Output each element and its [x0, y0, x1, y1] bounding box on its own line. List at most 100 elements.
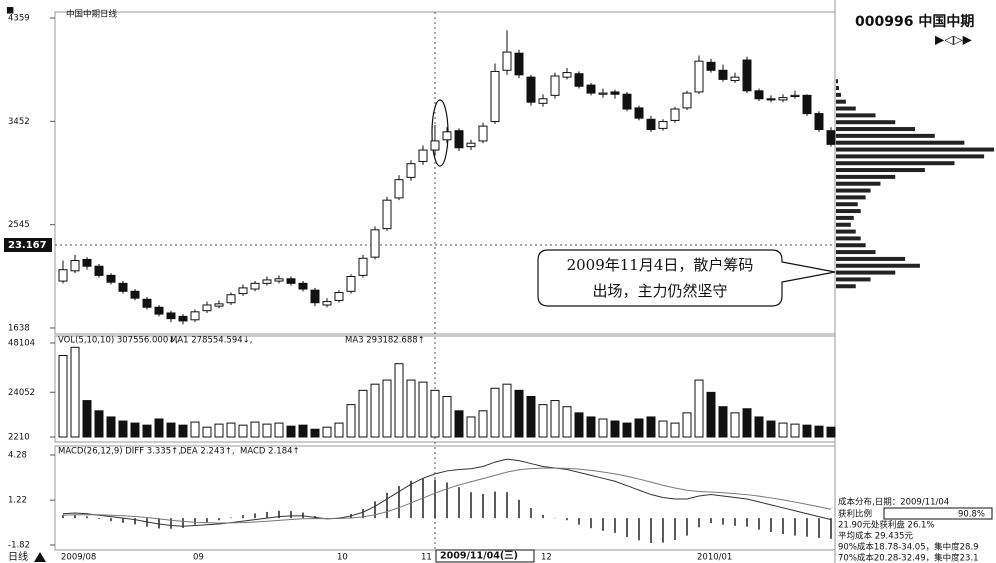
chip-bar — [836, 181, 881, 186]
candle-body — [670, 108, 680, 121]
candle-body — [490, 70, 500, 123]
volume-bar — [190, 421, 200, 438]
chip-bar — [836, 113, 876, 118]
candle-body — [526, 76, 536, 103]
y-tick-label: 2210 — [8, 433, 30, 443]
candle-body — [706, 61, 716, 71]
volume-bar — [502, 383, 512, 438]
x-tick-label: 11 — [421, 553, 432, 563]
annotation-line: 出场，主力仍然坚守 — [592, 282, 727, 300]
candle-body — [694, 60, 704, 93]
volume-bar — [82, 400, 92, 438]
candle-body — [550, 75, 560, 96]
y-tick-label: 1638 — [8, 324, 30, 334]
volume-legend: MA3 293182.688↑ — [345, 336, 425, 346]
chip-bar — [836, 188, 871, 193]
volume-bar — [490, 387, 500, 438]
candle-body — [730, 76, 740, 82]
candle-body — [562, 72, 572, 78]
candle-body — [574, 73, 584, 87]
volume-bar — [790, 423, 800, 438]
dea-line — [62, 467, 832, 524]
volume-bar — [754, 416, 764, 438]
volume-bar — [406, 379, 416, 438]
candle-body — [214, 303, 224, 307]
candle-body — [538, 98, 548, 104]
period-arrow[interactable] — [34, 552, 46, 562]
chart-title: 中国中期日线 — [66, 9, 118, 20]
candle-body — [58, 269, 68, 282]
cursor-date: 2009/11/04(三) — [440, 551, 518, 562]
chip-bar — [836, 174, 896, 179]
volume-bar — [214, 423, 224, 438]
chip-bar — [836, 92, 841, 97]
volume-bar — [118, 420, 128, 438]
candle-body — [442, 131, 452, 141]
candle-body — [238, 287, 248, 295]
candle-body — [514, 52, 524, 76]
volume-bar — [658, 420, 668, 438]
volume-bar — [286, 425, 296, 438]
volume-bar — [802, 424, 812, 438]
volume-bar — [322, 426, 332, 438]
candle-body — [262, 279, 272, 284]
period-label[interactable]: 日线 — [8, 550, 28, 563]
volume-bar — [466, 416, 476, 438]
candle-body — [178, 315, 188, 322]
volume-bar — [430, 389, 440, 438]
volume-bar — [70, 346, 80, 438]
volume-bar — [694, 379, 704, 438]
x-tick-label: 12 — [541, 553, 552, 563]
y-tick-label: 24052 — [8, 388, 35, 398]
candle-body — [826, 130, 836, 145]
volume-bar — [262, 423, 272, 438]
profit-ratio: 90.8% — [958, 510, 985, 520]
candle-body — [370, 229, 380, 258]
cost-title: 成本分布,日期：2009/11/04 — [838, 497, 949, 508]
chip-bar — [836, 215, 854, 220]
toolbar-icons[interactable]: ▶◁▷▶ — [935, 33, 973, 47]
chip-bar — [836, 147, 994, 152]
candle-body — [418, 149, 428, 162]
volume-bar — [514, 389, 524, 438]
candle-body — [202, 304, 212, 312]
y-tick-label: 2545 — [8, 220, 30, 230]
candle-body — [322, 301, 332, 306]
candle-body — [454, 130, 464, 149]
candle-body — [466, 142, 476, 148]
candle-body — [154, 306, 164, 315]
candle-body — [190, 311, 200, 321]
macd-legend: MACD 2.184↑ — [240, 447, 300, 457]
volume-bar — [682, 412, 692, 438]
candle-body — [802, 94, 812, 115]
candle-body — [226, 294, 236, 304]
candle-body — [598, 92, 608, 95]
volume-bar — [550, 400, 560, 438]
volume-bar — [418, 381, 428, 438]
volume-bar — [814, 425, 824, 438]
volume-bar — [670, 422, 680, 438]
candle-body — [70, 260, 80, 272]
y-tick-label: 4.28 — [8, 451, 27, 461]
volume-bar — [394, 363, 404, 438]
candle-body — [286, 278, 296, 284]
candle-body — [142, 298, 152, 308]
candle-body — [742, 59, 752, 92]
candle-body — [394, 179, 404, 199]
cost-line: 70%成本20.28-32.49，集中度23.1 — [838, 553, 979, 563]
volume-bar — [238, 424, 248, 438]
volume-bar — [442, 395, 452, 438]
candle-body — [106, 274, 116, 283]
chip-bar — [836, 161, 955, 166]
chip-bar — [836, 222, 851, 227]
stock-code-name: 000996 中国中期 — [855, 13, 974, 30]
volume-bar — [454, 410, 464, 438]
candle-body — [586, 84, 596, 94]
candle-body — [130, 290, 140, 299]
volume-bar — [250, 421, 260, 438]
candle-body — [634, 107, 644, 119]
profit-box — [883, 507, 993, 520]
candle-body — [502, 51, 512, 71]
chip-bar — [836, 106, 856, 111]
